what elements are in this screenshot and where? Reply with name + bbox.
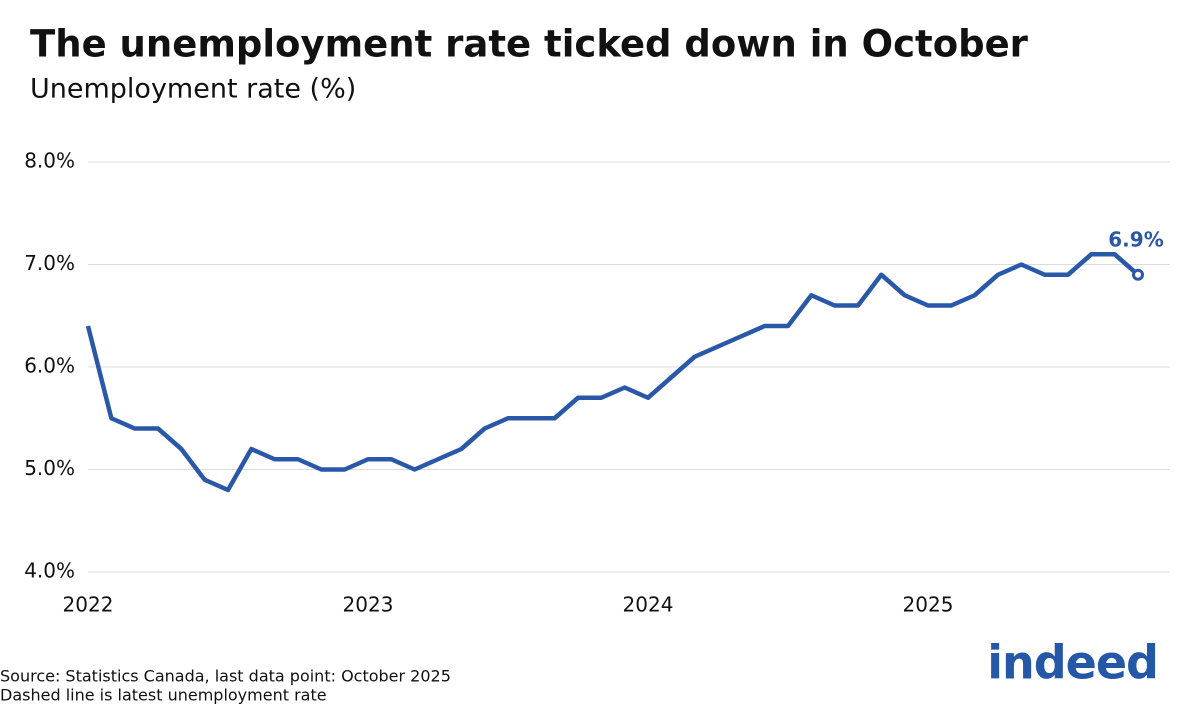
end-point — [1132, 268, 1144, 281]
y-tick-label: 5.0% — [24, 456, 75, 480]
y-tick-label: 6.0% — [24, 354, 75, 378]
y-tick-label: 7.0% — [24, 251, 75, 275]
y-tick-label: 8.0% — [24, 149, 75, 173]
chart-subtitle: Unemployment rate (%) — [30, 74, 356, 105]
x-tick-label: 2025 — [903, 593, 954, 617]
data-label: 6.9% — [1108, 227, 1163, 251]
x-tick-label: 2023 — [343, 593, 394, 617]
chart-title: The unemployment rate ticked down in Oct… — [30, 23, 1029, 66]
x-tick-label: 2024 — [623, 593, 674, 617]
y-tick-label: 4.0% — [24, 559, 75, 583]
source-note: Source: Statistics Canada, last data poi… — [0, 667, 451, 686]
logo: indeed — [987, 636, 1158, 690]
x-tick-label: 2022 — [63, 593, 114, 617]
footnote: Dashed line is latest unemployment rate — [0, 686, 327, 705]
line — [85, 252, 1140, 493]
